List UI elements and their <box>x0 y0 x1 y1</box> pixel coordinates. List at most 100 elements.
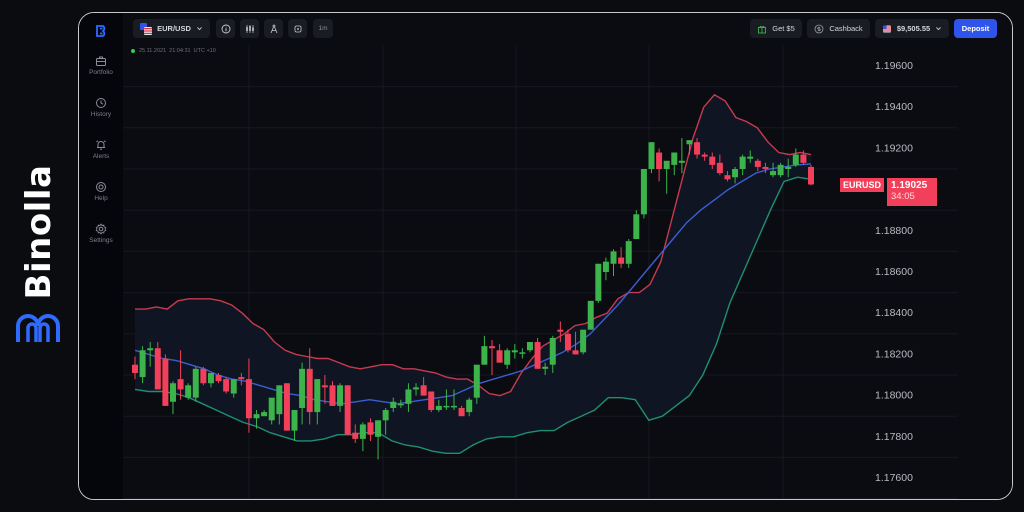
candle-body <box>154 348 161 390</box>
top-toolbar: EUR/USD 1m Get $5 Cashback <box>123 13 1012 45</box>
brand-panel: Binolla <box>0 0 78 512</box>
info-button[interactable] <box>216 19 235 38</box>
candle-body <box>595 263 602 301</box>
candle-body <box>291 410 298 431</box>
candle-body <box>747 156 754 159</box>
chevron-down-icon <box>196 27 202 31</box>
candle-body <box>344 385 351 435</box>
candle-body <box>754 160 761 167</box>
candle-body <box>283 383 290 431</box>
candle-body <box>625 241 632 264</box>
candle-body <box>337 385 344 406</box>
chart-type-button[interactable] <box>240 19 259 38</box>
candle-body <box>488 346 495 349</box>
asset-selector[interactable]: EUR/USD <box>133 19 210 38</box>
candle-body <box>185 385 192 398</box>
chart-area[interactable]: 1.19600 1.19400 1.19200 1.18800 1.18600 1.184… <box>123 13 1012 499</box>
drawing-tools-button[interactable] <box>264 19 283 38</box>
server-time: 25.11.2021 21:04:31 UTC +10 <box>131 48 216 54</box>
indicator-icon <box>294 25 301 32</box>
candle-body <box>671 152 678 165</box>
briefcase-icon <box>96 56 106 66</box>
candle-body <box>709 156 716 165</box>
candle-body <box>526 342 533 351</box>
sidebar-item-label: Portfolio <box>89 69 113 76</box>
candle-body <box>686 140 693 145</box>
candle-body <box>413 387 420 390</box>
y-axis-label: 1.18200 <box>875 348 913 360</box>
candle-body <box>678 160 685 163</box>
candle-body <box>496 350 503 363</box>
sidebar-item-portfolio[interactable]: Portfolio <box>79 55 123 91</box>
sidebar-item-alerts[interactable]: Alerts <box>79 139 123 175</box>
sidebar-item-history[interactable]: History <box>79 97 123 133</box>
candle-body <box>785 166 792 169</box>
candle-body <box>299 368 306 408</box>
candle-body <box>458 407 465 417</box>
candle-body <box>504 350 511 365</box>
cashback-button[interactable]: Cashback <box>807 19 870 38</box>
candle-body <box>359 424 366 439</box>
bollinger-fill <box>135 94 811 454</box>
y-axis-label: 1.18000 <box>875 390 913 402</box>
y-axis-label: 1.17800 <box>875 431 913 443</box>
candle-body <box>732 169 739 178</box>
balance-value: $9,505.55 <box>896 24 931 33</box>
candle-body <box>777 164 784 176</box>
candle-body <box>306 368 313 413</box>
timestamp-text: 25.11.2021 21:04:31 UTC +10 <box>139 48 216 54</box>
candle-body <box>238 377 245 380</box>
gift-icon <box>758 25 767 33</box>
candle-body <box>428 391 435 411</box>
candle-body <box>420 385 427 396</box>
status-dot <box>131 49 135 53</box>
price-box: 1.19025 34:05 <box>887 178 937 206</box>
candle-body <box>618 257 625 264</box>
info-icon <box>221 24 230 33</box>
candle-body <box>367 422 374 435</box>
candle-body <box>329 385 336 406</box>
compass-icon <box>270 24 277 33</box>
eu-us-flag-icon <box>140 22 153 35</box>
candle-body <box>132 364 138 373</box>
y-axis-label: 1.19400 <box>875 101 913 113</box>
candle-body <box>739 156 746 169</box>
candle-countdown: 34:05 <box>891 191 915 202</box>
deposit-button[interactable]: Deposit <box>954 19 997 38</box>
app-logo-icon[interactable] <box>93 23 109 39</box>
candle-body <box>549 337 556 365</box>
candle-body <box>397 403 404 406</box>
candle-body <box>466 399 473 413</box>
candle-body <box>564 333 571 351</box>
candle-body <box>602 261 609 272</box>
candle-body <box>800 154 807 163</box>
candle-body <box>451 405 458 408</box>
sidebar-item-label: Alerts <box>92 153 110 160</box>
indicators-button[interactable] <box>288 19 307 38</box>
candlestick-chart[interactable]: 1.19600 1.19400 1.19200 1.18800 1.18600 1.184… <box>123 13 1013 500</box>
upper-band-line <box>135 93 812 397</box>
candle-body <box>177 379 184 390</box>
candle-body <box>648 142 655 169</box>
sidebar-item-settings[interactable]: Settings <box>79 223 123 259</box>
sidebar: Portfolio History Alerts Help Settings <box>79 13 123 499</box>
candle-body <box>314 379 321 413</box>
candle-body <box>694 142 701 155</box>
balance-selector[interactable]: $9,505.55 <box>875 19 949 38</box>
bonus-label: Get $5 <box>772 24 795 33</box>
candle-body <box>792 154 799 165</box>
candle-body <box>215 375 222 382</box>
gear-icon <box>95 223 107 235</box>
binolla-logo-icon <box>16 314 60 342</box>
sidebar-item-label: Help <box>94 195 108 202</box>
candle-body <box>656 152 663 169</box>
candle-body <box>375 420 382 437</box>
candle-body <box>587 300 594 330</box>
y-axis-label: 1.18400 <box>875 307 913 319</box>
candle-body <box>610 251 617 264</box>
candle-body <box>382 410 389 421</box>
timeframe-button[interactable]: 1m <box>313 19 333 38</box>
bonus-button[interactable]: Get $5 <box>750 19 802 38</box>
candle-body <box>276 385 283 415</box>
sidebar-item-help[interactable]: Help <box>79 181 123 217</box>
